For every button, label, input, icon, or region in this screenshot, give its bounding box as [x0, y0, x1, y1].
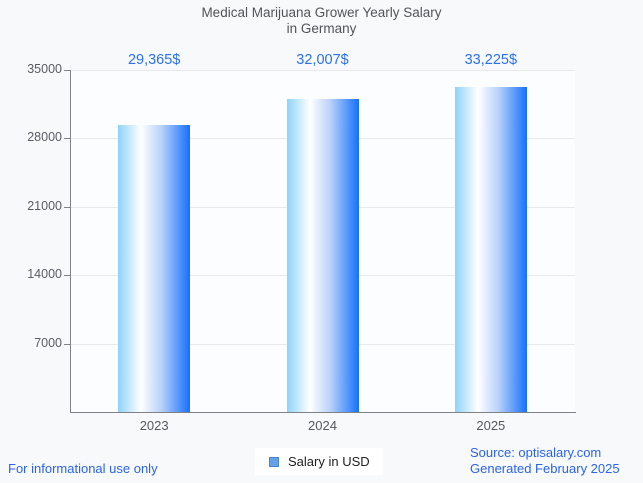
- y-axis-tick-label: 21000: [27, 198, 62, 213]
- bar-value-label-2023: 29,365$: [127, 52, 181, 68]
- bar-2024[interactable]: [286, 99, 359, 412]
- y-tick-mark: [64, 343, 70, 345]
- source-link[interactable]: Source: optisalary.com: [470, 445, 602, 460]
- x-axis-label-2025: 2025: [476, 418, 506, 433]
- generated-date: Generated February 2025: [470, 460, 620, 476]
- disclaimer-text: For informational use only: [8, 461, 158, 476]
- source-block: Source: optisalary.com Generated Februar…: [470, 445, 620, 476]
- bar-2025[interactable]: [454, 87, 527, 412]
- gridline-35000: [70, 70, 575, 71]
- y-axis-line: [70, 70, 71, 412]
- chart-title-line1: Medical Marijuana Grower Yearly Salary: [201, 5, 442, 20]
- y-tick-mark: [64, 70, 70, 71]
- y-tick-mark: [64, 138, 70, 140]
- bar-value-label-2024: 32,007$: [296, 52, 349, 68]
- y-tick-mark: [64, 206, 70, 208]
- y-axis-tick-label: 7000: [34, 335, 62, 350]
- chart-title: Medical Marijuana Grower Yearly Salary i…: [0, 5, 643, 37]
- x-axis-label-2024: 2024: [308, 418, 337, 433]
- legend[interactable]: Salary in USD: [255, 448, 383, 475]
- x-axis-line: [70, 412, 576, 413]
- bar-value-label-2025: 33,225$: [464, 52, 518, 68]
- y-axis-tick-label: 28000: [27, 130, 62, 145]
- y-tick-mark: [64, 275, 70, 277]
- legend-swatch-icon: [269, 456, 279, 467]
- y-axis-tick-label: 35000: [27, 62, 62, 76]
- bar-2023[interactable]: [118, 125, 191, 412]
- legend-label: Salary in USD: [288, 454, 370, 469]
- y-axis-tick-label: 14000: [27, 267, 62, 282]
- x-axis-label-2023: 2023: [139, 418, 169, 433]
- chart-title-line2: in Germany: [286, 21, 357, 36]
